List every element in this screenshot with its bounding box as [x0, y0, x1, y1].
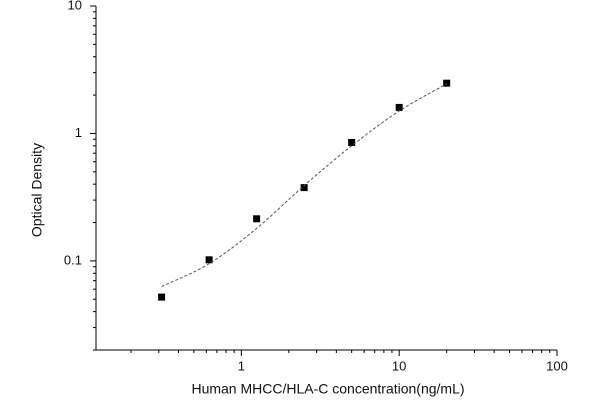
y-tick-label: 1: [75, 125, 82, 140]
data-point: [395, 103, 403, 111]
data-point: [253, 215, 261, 223]
x-tick-label: 10: [392, 358, 406, 373]
x-tick-label: 1: [238, 358, 245, 373]
data-point: [348, 138, 356, 146]
data-point: [158, 293, 166, 301]
y-axis-label: Optical Density: [29, 143, 45, 237]
data-point: [443, 79, 451, 87]
fit-curve: [161, 83, 447, 287]
y-tick-label: 0.1: [64, 252, 82, 267]
x-axis-label: Human MHCC/HLA-C concentration(ng/mL): [191, 381, 464, 397]
data-point: [300, 184, 308, 192]
y-tick-label: 10: [68, 0, 82, 12]
x-tick-label: 100: [546, 358, 568, 373]
data-point: [205, 256, 213, 264]
